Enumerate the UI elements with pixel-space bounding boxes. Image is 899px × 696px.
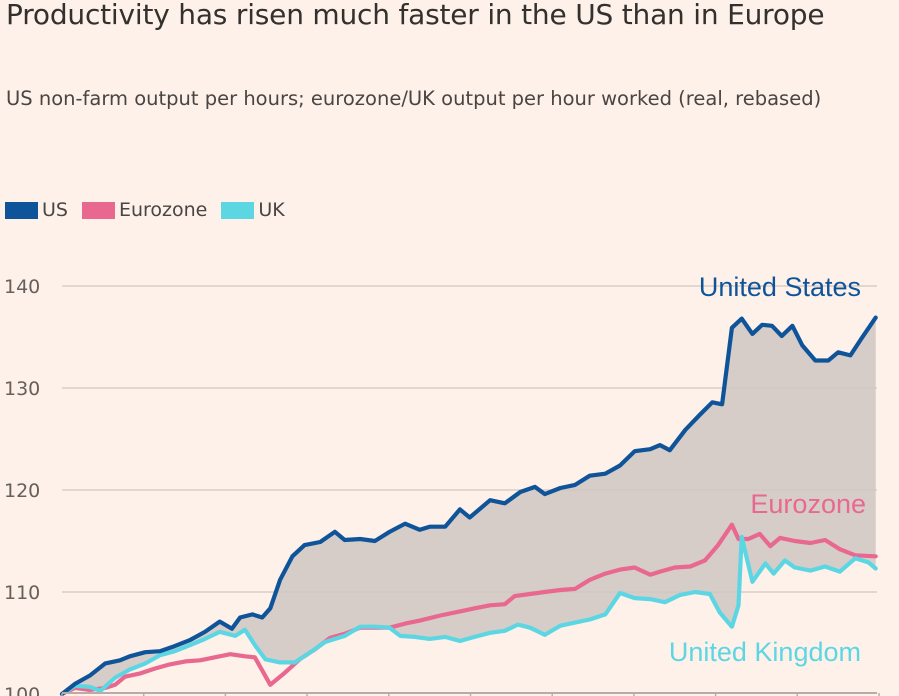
- series-label-us: United States: [699, 272, 861, 302]
- legend-swatch-eurozone: [81, 201, 115, 219]
- legend-label-uk: UK: [258, 199, 285, 221]
- series-lines: [59, 315, 878, 696]
- y-axis-ticks: 100 110 120 130 140: [4, 276, 40, 696]
- x-axis: [61, 692, 880, 696]
- gap-fill-area: [62, 317, 876, 694]
- series-line-us: [59, 315, 878, 696]
- legend-label-us: US: [42, 199, 68, 221]
- legend-item-eurozone: Eurozone: [81, 199, 208, 221]
- y-tick-label-100: 100: [4, 684, 40, 696]
- legend-swatch-us: [5, 201, 38, 219]
- y-tick-label-110: 110: [4, 582, 40, 604]
- y-tick-label-130: 130: [4, 378, 40, 400]
- legend-swatch-uk: [221, 201, 255, 219]
- chart-subtitle: US non-farm output per hours; eurozone/U…: [6, 87, 822, 110]
- chart-title: Productivity has risen much faster in th…: [6, 0, 825, 31]
- legend: US Eurozone UK: [5, 199, 299, 221]
- series-line-uk: [59, 534, 878, 696]
- series-label-eurozone: Eurozone: [750, 489, 866, 519]
- legend-label-eurozone: Eurozone: [118, 199, 208, 221]
- y-tick-label-120: 120: [4, 480, 40, 502]
- legend-item-us: US: [5, 199, 68, 221]
- series-label-uk: United Kingdom: [669, 637, 861, 667]
- y-tick-label-140: 140: [4, 276, 40, 298]
- series-labels: United States Eurozone United Kingdom: [669, 272, 866, 667]
- legend-item-uk: UK: [221, 199, 285, 221]
